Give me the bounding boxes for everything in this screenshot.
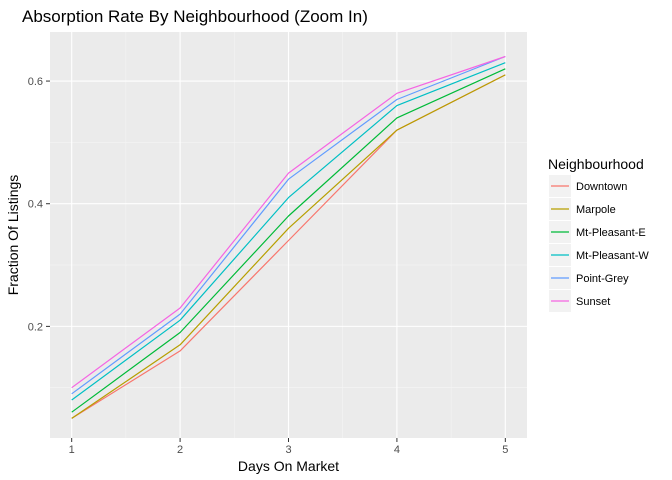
- x-tick-label: 2: [177, 444, 183, 456]
- legend-label: Marpole: [576, 204, 616, 216]
- x-tick-label: 1: [69, 444, 75, 456]
- y-axis-title: Fraction Of Listings: [5, 175, 21, 296]
- y-tick-label: 0.2: [28, 321, 43, 333]
- legend: Neighbourhood Downtown Marpole Mt-Pleasant…: [548, 156, 649, 312]
- y-tick-label: 0.4: [28, 199, 43, 211]
- x-tick-label: 3: [285, 444, 291, 456]
- series-line-mt-pleasant-e: [71, 68, 506, 413]
- y-axis: 0.2 0.4 0.6: [28, 76, 50, 333]
- series-line-marpole: [71, 74, 506, 419]
- legend-label: Mt-Pleasant-E: [576, 227, 646, 239]
- series-line-sunset: [71, 55, 506, 389]
- y-tick-label: 0.6: [28, 76, 43, 88]
- x-tick-label: 5: [502, 444, 508, 456]
- chart-title: Absorption Rate By Neighbourhood (Zoom I…: [22, 7, 368, 26]
- legend-title: Neighbourhood: [548, 156, 644, 172]
- legend-label: Point-Grey: [576, 273, 629, 285]
- legend-label: Mt-Pleasant-W: [576, 250, 649, 262]
- series-lines: [71, 55, 506, 419]
- x-tick-label: 4: [394, 444, 400, 456]
- series-line-point-grey: [71, 55, 506, 395]
- series-line-mt-pleasant-w: [71, 62, 506, 401]
- legend-label: Sunset: [576, 296, 610, 308]
- legend-label: Downtown: [576, 181, 627, 193]
- x-axis-title: Days On Market: [238, 458, 339, 474]
- x-axis: 1 2 3 4 5: [69, 438, 508, 456]
